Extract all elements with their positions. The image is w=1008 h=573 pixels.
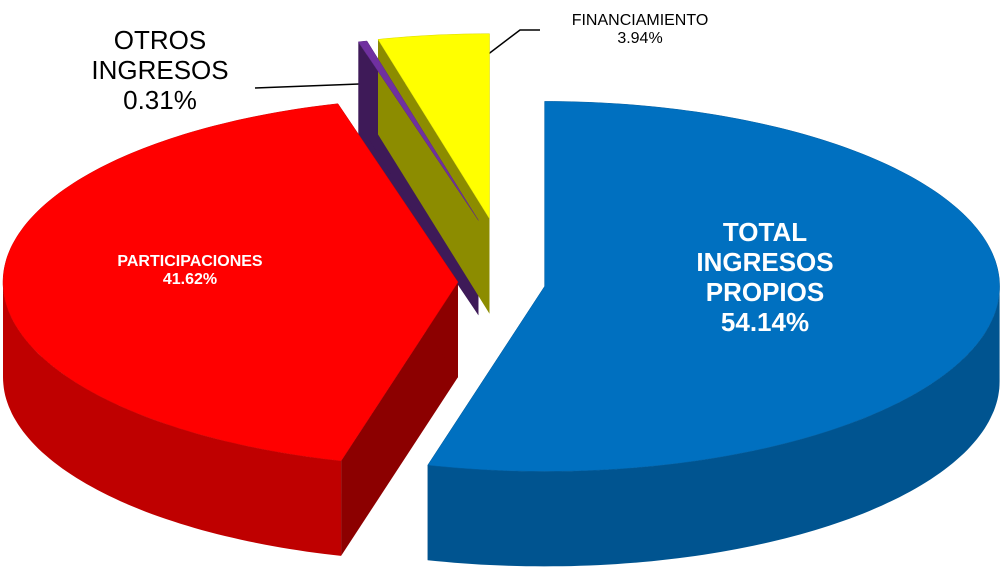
top-layer bbox=[2, 33, 1000, 472]
slice-side bbox=[341, 282, 458, 556]
slice-label: OTROS INGRESOS 0.31% bbox=[70, 25, 250, 116]
slice-label: TOTAL INGRESOS PROPIOS 54.14% bbox=[660, 217, 870, 338]
value-label: 3.94% bbox=[617, 30, 663, 48]
category-label: PARTICIPACIONES bbox=[117, 253, 263, 270]
slice-wall bbox=[3, 282, 342, 556]
category-label: TOTAL INGRESOS PROPIOS bbox=[696, 217, 834, 307]
category-label: FINANCIAMIENTO bbox=[571, 12, 709, 29]
wall-layer bbox=[3, 282, 1000, 567]
slice bbox=[377, 33, 490, 220]
slice bbox=[357, 40, 479, 221]
slice bbox=[2, 103, 459, 462]
slice-label: PARTICIPACIONES 41.62% bbox=[60, 253, 320, 290]
slice-wall bbox=[427, 286, 1000, 567]
value-label: 0.31% bbox=[123, 84, 197, 115]
value-label: 54.14% bbox=[720, 306, 810, 337]
value-label: 41.62% bbox=[162, 271, 218, 289]
slice bbox=[427, 101, 1000, 472]
slice-label: FINANCIAMIENTO 3.94% bbox=[520, 12, 760, 49]
category-label: OTROS INGRESOS bbox=[91, 25, 229, 85]
